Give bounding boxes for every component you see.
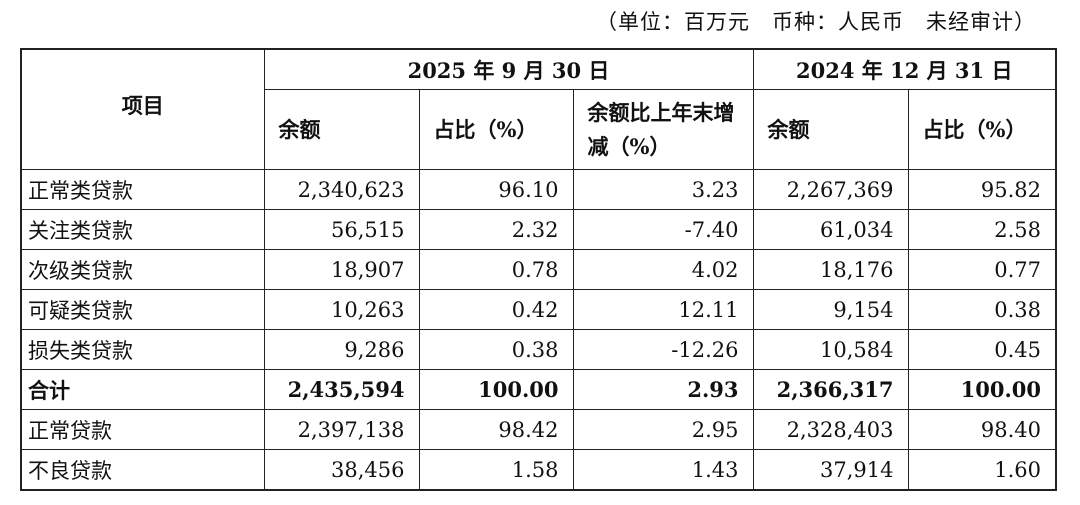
cell: 2,328,403 [752,409,909,450]
cell: 2.95 [572,409,754,450]
corner-header: 项目 [20,48,265,170]
cell: 0.77 [907,249,1057,290]
table-row: 损失类贷款 9,286 0.38 -12.26 10,584 0.45 [20,329,1057,370]
table-row: 次级类贷款 18,907 0.78 4.02 18,176 0.77 [20,249,1057,290]
cell: 4.02 [572,249,754,290]
group-header: 2024 年 12 月 31 日 [752,48,1057,90]
cell: 0.78 [418,249,574,290]
unit-note: （单位：百万元 币种：人民币 未经审计） [596,10,1036,34]
cell: 9,286 [263,329,420,370]
cell: 2.93 [572,369,754,410]
cell: 2.58 [907,209,1057,250]
cell: 100.00 [418,369,574,410]
cell: 0.42 [418,289,574,330]
cell: 10,263 [263,289,420,330]
row-label: 损失类贷款 [20,329,265,370]
cell: 98.42 [418,409,574,450]
row-label: 关注类贷款 [20,209,265,250]
cell: 2,435,594 [263,369,420,410]
cell: 2,397,138 [263,409,420,450]
cell: 56,515 [263,209,420,250]
table-row: 合计 2,435,594 100.00 2.93 2,366,317 100.00 [20,369,1057,410]
table-row: 正常类贷款 2,340,623 96.10 3.23 2,267,369 95.82 [20,169,1057,210]
cell: 2,340,623 [263,169,420,210]
cell: 1.60 [907,449,1057,491]
row-label: 合计 [20,369,265,410]
cell: 10,584 [752,329,909,370]
cell: 9,154 [752,289,909,330]
table-row: 正常贷款 2,397,138 98.42 2.95 2,328,403 98.40 [20,409,1057,450]
row-label: 次级类贷款 [20,249,265,290]
row-label: 正常贷款 [20,409,265,450]
table-row: 可疑类贷款 10,263 0.42 12.11 9,154 0.38 [20,289,1057,330]
cell: 100.00 [907,369,1057,410]
row-label: 可疑类贷款 [20,289,265,330]
cell: -12.26 [572,329,754,370]
cell: -7.40 [572,209,754,250]
cell: 95.82 [907,169,1057,210]
cell: 0.38 [907,289,1057,330]
row-label: 正常类贷款 [20,169,265,210]
column-header: 占比（%） [418,89,574,170]
cell: 37,914 [752,449,909,491]
loan-table: 项目 2025 年 9 月 30 日 2024 年 12 月 31 日 余额 占比… [20,48,1057,491]
cell: 3.23 [572,169,754,210]
group-header: 2025 年 9 月 30 日 [263,48,754,90]
cell: 12.11 [572,289,754,330]
cell: 2,366,317 [752,369,909,410]
cell: 1.58 [418,449,574,491]
cell: 61,034 [752,209,909,250]
cell: 0.45 [907,329,1057,370]
table-row: 关注类贷款 56,515 2.32 -7.40 61,034 2.58 [20,209,1057,250]
cell: 2,267,369 [752,169,909,210]
cell: 98.40 [907,409,1057,450]
column-header: 余额 [263,89,420,170]
cell: 2.32 [418,209,574,250]
column-header: 占比（%） [907,89,1057,170]
cell: 18,176 [752,249,909,290]
column-header: 余额比上年末增减（%） [572,89,754,170]
cell: 18,907 [263,249,420,290]
cell: 0.38 [418,329,574,370]
table-row: 不良贷款 38,456 1.58 1.43 37,914 1.60 [20,449,1057,491]
cell: 1.43 [572,449,754,491]
cell: 38,456 [263,449,420,491]
row-label: 不良贷款 [20,449,265,491]
column-header: 余额 [752,89,909,170]
cell: 96.10 [418,169,574,210]
